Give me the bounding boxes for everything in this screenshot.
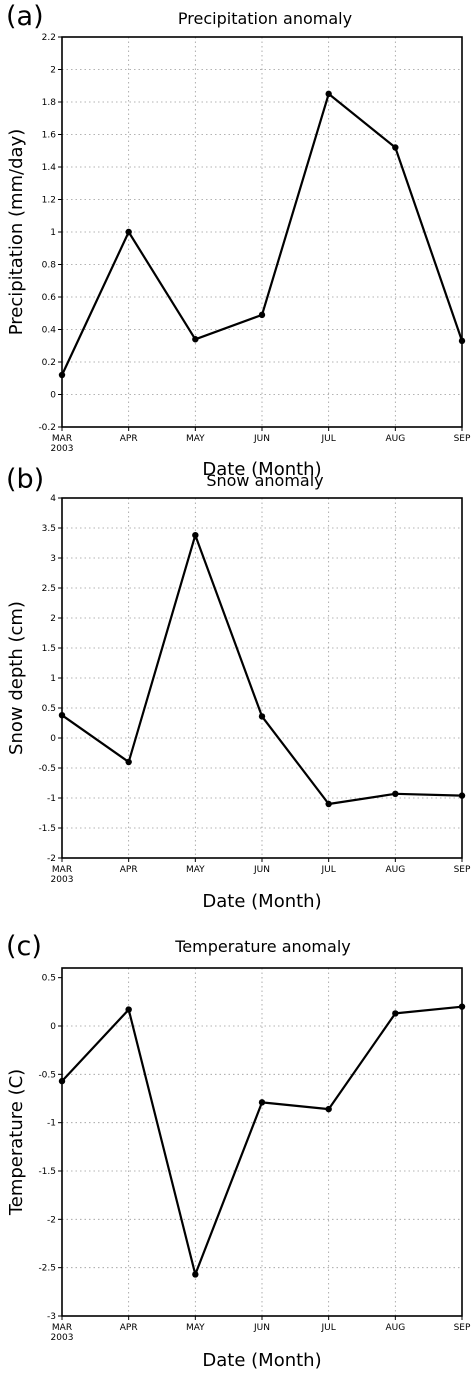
y-tick-label: -2.5 [38,1264,56,1274]
x-tick-label: JUN [253,1323,270,1333]
plot-area-frame [61,36,463,428]
data-point-may [192,336,199,343]
y-tick-label: 0.5 [42,974,56,984]
data-point-may [192,1271,199,1278]
x-tick-label: SEP [454,434,471,444]
x-tick-label: MAR [52,434,72,444]
data-point-sep [458,1003,466,1010]
data-point-apr [125,758,132,766]
x-tick-label: JUL [321,1323,336,1333]
x-tick-label: AUG [385,865,405,875]
y-tick-label: -0.5 [38,764,56,774]
chart-panel-1: -0.2 0 0.2 0.4 0.6 0.8 1 1.2 1.4 1.6 1.8 2 2.2 MAR APR… [6,1,471,480]
x-tick-year-label: 2003 [51,1333,74,1343]
panel-letter: (a) [6,1,44,32]
y-tick-label: 0 [50,391,56,401]
y-tick-label: 1 [50,674,56,684]
data-point-jun [258,713,266,720]
y-tick-label: -2 [47,1215,56,1225]
data-point-jul [325,1105,332,1113]
y-tick-label: 1.6 [42,131,57,141]
chart-panel-3: -3 -2.5 -2 -1.5 -1 -0.5 0 0.5 MAR APR MAY JUN JUL AUG… [6,931,471,1371]
chart-panel-2: -2 -1.5 -1 -0.5 0 0.5 1 1.5 2 2.5 3 3.5 4 MAR APR MAY JU… [6,464,471,912]
data-point-jul [325,800,332,808]
y-tick-label: 3 [50,554,56,564]
chart-title: Snow anomaly [206,471,323,490]
x-tick-label: JUN [253,865,270,875]
data-point-aug [392,144,399,151]
y-tick-label: 1.4 [42,163,57,173]
plot-area-frame [61,967,463,1317]
x-tick-label: MAR [52,1323,72,1333]
y-tick-label: -2 [47,854,56,864]
y-tick-label: 0 [50,734,56,744]
x-axis-label: Date (Month) [202,891,321,912]
y-tick-label: 0.8 [42,261,57,271]
y-tick-label: -1 [47,1119,56,1129]
y-axis-label: Snow depth (cm) [6,601,27,755]
x-tick-year-label: 2003 [51,444,74,454]
data-point-jun [258,1099,266,1106]
y-tick-label: -1 [47,794,56,804]
y-tick-label: 1.5 [42,644,56,654]
y-tick-label: 2.5 [42,584,56,594]
data-point-sep [458,337,466,345]
data-point-apr [125,228,132,236]
y-tick-label: 0.6 [42,293,57,303]
x-tick-label: APR [120,434,138,444]
x-tick-label: SEP [454,865,471,875]
x-tick-label: APR [120,865,138,875]
panel-letter: (b) [6,464,44,495]
y-tick-label: -0.2 [38,423,56,433]
data-point-mar [58,1077,66,1085]
y-tick-label: 0 [50,1022,56,1032]
data-point-jun [258,311,266,319]
plot-area-frame [61,497,463,859]
y-tick-label: 1.8 [42,98,57,108]
x-tick-label: JUL [321,434,336,444]
y-tick-label: 1 [50,228,56,238]
x-tick-label: JUL [321,865,336,875]
y-tick-label: 0.5 [42,704,56,714]
y-tick-label: 0.2 [42,358,56,368]
x-tick-label: AUG [385,434,405,444]
y-tick-label: 2 [50,66,56,76]
data-point-jul [325,90,332,98]
data-point-aug [392,1010,399,1017]
panel-letter: (c) [6,931,42,962]
x-axis-label: Date (Month) [202,1350,321,1371]
y-tick-label: -1.5 [38,1167,56,1177]
y-tick-label: 4 [50,494,56,504]
x-tick-year-label: 2003 [51,875,74,885]
x-tick-label: MAR [52,865,72,875]
x-tick-label: MAY [186,1323,205,1333]
y-tick-label: 2 [50,614,56,624]
y-axis-label: Temperature (C) [6,1069,27,1216]
y-tick-label: 3.5 [42,524,56,534]
chart-title: Precipitation anomaly [178,9,352,28]
x-tick-label: SEP [454,1323,471,1333]
x-tick-label: APR [120,1323,138,1333]
data-point-mar [58,712,66,719]
y-tick-label: -1.5 [38,824,56,834]
x-tick-label: MAY [186,434,205,444]
y-tick-label: 0.4 [42,326,57,336]
y-axis-label: Precipitation (mm/day) [6,129,27,336]
y-tick-label: -3 [47,1312,56,1322]
x-axis-label: Date (Month) [202,459,321,480]
x-tick-label: AUG [385,1323,405,1333]
data-point-mar [58,371,66,379]
y-tick-label: 2.2 [42,33,56,43]
data-point-apr [125,1006,132,1013]
data-point-aug [392,790,399,797]
x-tick-label: JUN [253,434,270,444]
data-point-sep [458,792,466,799]
y-tick-label: 1.2 [42,196,56,206]
y-tick-label: -0.5 [38,1070,56,1080]
data-point-may [192,532,199,539]
x-tick-label: MAY [186,865,205,875]
chart-title: Temperature anomaly [174,937,350,956]
